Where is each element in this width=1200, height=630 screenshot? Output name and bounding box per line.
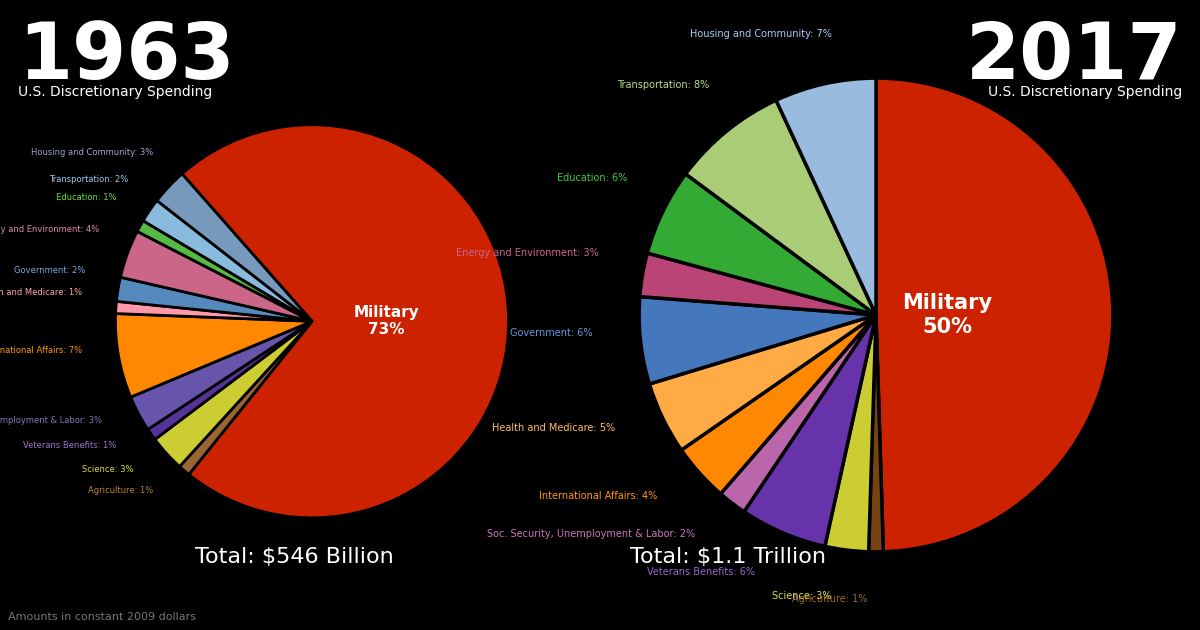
Wedge shape — [155, 321, 312, 467]
Wedge shape — [640, 253, 876, 315]
Wedge shape — [157, 174, 312, 321]
Wedge shape — [685, 100, 876, 315]
Wedge shape — [115, 314, 312, 397]
Wedge shape — [131, 321, 312, 430]
Wedge shape — [180, 321, 312, 474]
Text: Education: 6%: Education: 6% — [557, 173, 626, 183]
Wedge shape — [647, 174, 876, 315]
Wedge shape — [869, 315, 883, 552]
Text: Science: 3%: Science: 3% — [772, 591, 832, 601]
Wedge shape — [143, 200, 312, 321]
Text: Housing and Community: 3%: Housing and Community: 3% — [31, 147, 154, 157]
Text: Total: $1.1 Trillion: Total: $1.1 Trillion — [630, 547, 826, 567]
Text: Agriculture: 1%: Agriculture: 1% — [88, 486, 154, 495]
Wedge shape — [776, 78, 876, 315]
Text: Energy and Environment: 4%: Energy and Environment: 4% — [0, 225, 100, 234]
Wedge shape — [116, 277, 312, 321]
Text: Soc. Security, Unemployment & Labor: 2%: Soc. Security, Unemployment & Labor: 2% — [487, 529, 695, 539]
Text: Transportation: 8%: Transportation: 8% — [617, 80, 709, 90]
Wedge shape — [137, 220, 312, 321]
Text: U.S. Discretionary Spending: U.S. Discretionary Spending — [988, 85, 1182, 99]
Text: Energy and Environment: 3%: Energy and Environment: 3% — [456, 248, 599, 258]
Wedge shape — [649, 315, 876, 450]
Text: Soc. Security, Unemployment & Labor: 3%: Soc. Security, Unemployment & Labor: 3% — [0, 416, 102, 425]
Text: Military
50%: Military 50% — [902, 294, 992, 336]
Wedge shape — [824, 315, 876, 552]
Wedge shape — [148, 321, 312, 440]
Text: Military
73%: Military 73% — [354, 305, 420, 338]
Text: Government: 6%: Government: 6% — [510, 328, 593, 338]
Text: Amounts in constant 2009 dollars: Amounts in constant 2009 dollars — [8, 612, 197, 622]
Wedge shape — [640, 297, 876, 384]
Text: International Affairs: 4%: International Affairs: 4% — [539, 491, 656, 501]
Wedge shape — [721, 315, 876, 512]
Text: U.S. Discretionary Spending: U.S. Discretionary Spending — [18, 85, 212, 99]
Text: Veterans Benefits: 1%: Veterans Benefits: 1% — [23, 441, 116, 450]
Text: Health and Medicare: 5%: Health and Medicare: 5% — [492, 423, 616, 433]
Wedge shape — [120, 231, 312, 321]
Wedge shape — [876, 78, 1112, 552]
Text: 2017: 2017 — [965, 19, 1182, 95]
Text: Veterans Benefits: 6%: Veterans Benefits: 6% — [647, 567, 755, 577]
Text: Education: 1%: Education: 1% — [55, 193, 116, 202]
Text: Government: 2%: Government: 2% — [14, 266, 85, 275]
Text: Science: 3%: Science: 3% — [82, 465, 133, 474]
Text: Transportation: 2%: Transportation: 2% — [49, 175, 128, 183]
Text: Agriculture: 1%: Agriculture: 1% — [792, 594, 868, 604]
Text: Housing and Community: 7%: Housing and Community: 7% — [690, 29, 832, 39]
Wedge shape — [182, 125, 509, 518]
Text: Total: $546 Billion: Total: $546 Billion — [194, 547, 394, 567]
Text: 1963: 1963 — [18, 19, 235, 95]
Wedge shape — [744, 315, 876, 546]
Wedge shape — [682, 315, 876, 494]
Text: International Affairs: 7%: International Affairs: 7% — [0, 346, 82, 355]
Wedge shape — [115, 301, 312, 321]
Text: Health and Medicare: 1%: Health and Medicare: 1% — [0, 288, 82, 297]
